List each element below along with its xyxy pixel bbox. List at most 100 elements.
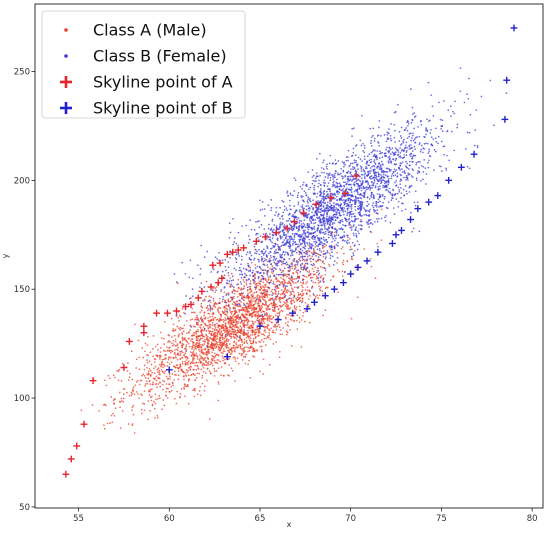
data-point — [237, 278, 240, 281]
data-point — [330, 244, 333, 247]
data-point — [258, 260, 260, 263]
data-point — [157, 376, 160, 379]
data-point — [288, 290, 290, 293]
data-point — [404, 208, 407, 211]
data-point — [319, 280, 322, 283]
data-point — [248, 349, 251, 352]
data-point — [403, 170, 406, 172]
data-point — [168, 350, 171, 353]
data-point — [255, 283, 258, 285]
data-point — [200, 356, 203, 358]
data-point — [349, 175, 352, 178]
data-point — [427, 81, 430, 84]
data-point — [209, 372, 212, 375]
data-point — [266, 317, 269, 319]
data-point — [313, 240, 316, 243]
data-point — [243, 338, 246, 341]
data-point — [411, 157, 413, 160]
data-point — [313, 184, 316, 187]
data-point — [190, 338, 193, 340]
data-point — [262, 289, 265, 292]
data-point — [159, 351, 162, 353]
data-point — [411, 161, 413, 163]
data-point — [363, 147, 366, 149]
data-point — [323, 219, 325, 221]
data-point — [230, 319, 233, 322]
data-point — [281, 304, 284, 307]
data-point — [335, 185, 337, 188]
data-point — [173, 273, 176, 275]
data-point — [183, 388, 186, 390]
data-point — [283, 239, 286, 241]
data-point — [267, 276, 269, 278]
data-point — [295, 306, 298, 308]
data-point — [235, 319, 237, 321]
data-point — [241, 225, 243, 227]
data-point — [232, 333, 235, 336]
data-point — [376, 158, 378, 161]
data-point — [293, 233, 296, 235]
data-point — [162, 349, 165, 352]
data-point — [423, 148, 425, 150]
data-point — [132, 390, 135, 393]
data-point — [131, 378, 134, 381]
data-point — [396, 149, 399, 152]
data-point — [430, 143, 433, 146]
data-point — [370, 265, 373, 268]
data-point — [322, 255, 325, 258]
data-point — [164, 320, 166, 323]
data-point — [158, 354, 161, 357]
data-point — [272, 282, 275, 285]
data-point — [302, 281, 305, 283]
data-point — [158, 363, 161, 366]
data-point — [391, 173, 394, 175]
data-point — [360, 227, 363, 230]
data-point — [121, 362, 124, 365]
data-point — [225, 329, 228, 332]
data-point — [320, 167, 323, 169]
data-point — [287, 282, 290, 284]
data-point — [185, 345, 188, 348]
data-point — [173, 352, 176, 355]
data-point — [312, 208, 314, 211]
data-point — [237, 314, 240, 316]
data-point — [135, 367, 137, 369]
data-point — [146, 382, 149, 385]
data-point — [392, 158, 394, 160]
data-point — [240, 354, 243, 357]
data-point — [261, 275, 264, 278]
data-point — [473, 144, 476, 147]
data-point — [264, 331, 267, 334]
data-point — [338, 188, 341, 191]
data-point — [399, 173, 402, 176]
data-point — [392, 207, 395, 209]
data-point — [324, 257, 327, 260]
data-point — [199, 361, 202, 364]
data-point — [221, 324, 223, 327]
data-point — [231, 369, 234, 372]
data-point — [339, 220, 342, 222]
data-point — [281, 222, 284, 224]
data-point — [151, 383, 154, 386]
data-point — [338, 210, 341, 212]
data-point — [320, 192, 322, 195]
data-point — [372, 127, 375, 130]
data-point — [284, 228, 287, 231]
data-point — [402, 140, 404, 143]
data-point — [247, 319, 250, 322]
data-point — [159, 354, 162, 357]
data-point — [162, 366, 164, 369]
data-point — [320, 250, 323, 253]
data-point — [329, 190, 331, 193]
data-point — [215, 370, 218, 372]
data-point — [270, 279, 272, 282]
data-point — [306, 241, 308, 244]
data-point — [356, 240, 359, 242]
data-point — [289, 192, 292, 195]
data-point — [249, 347, 251, 350]
data-point — [144, 377, 147, 379]
data-point — [447, 109, 450, 112]
data-point — [258, 332, 260, 334]
data-point — [302, 282, 304, 285]
data-point — [293, 211, 296, 214]
